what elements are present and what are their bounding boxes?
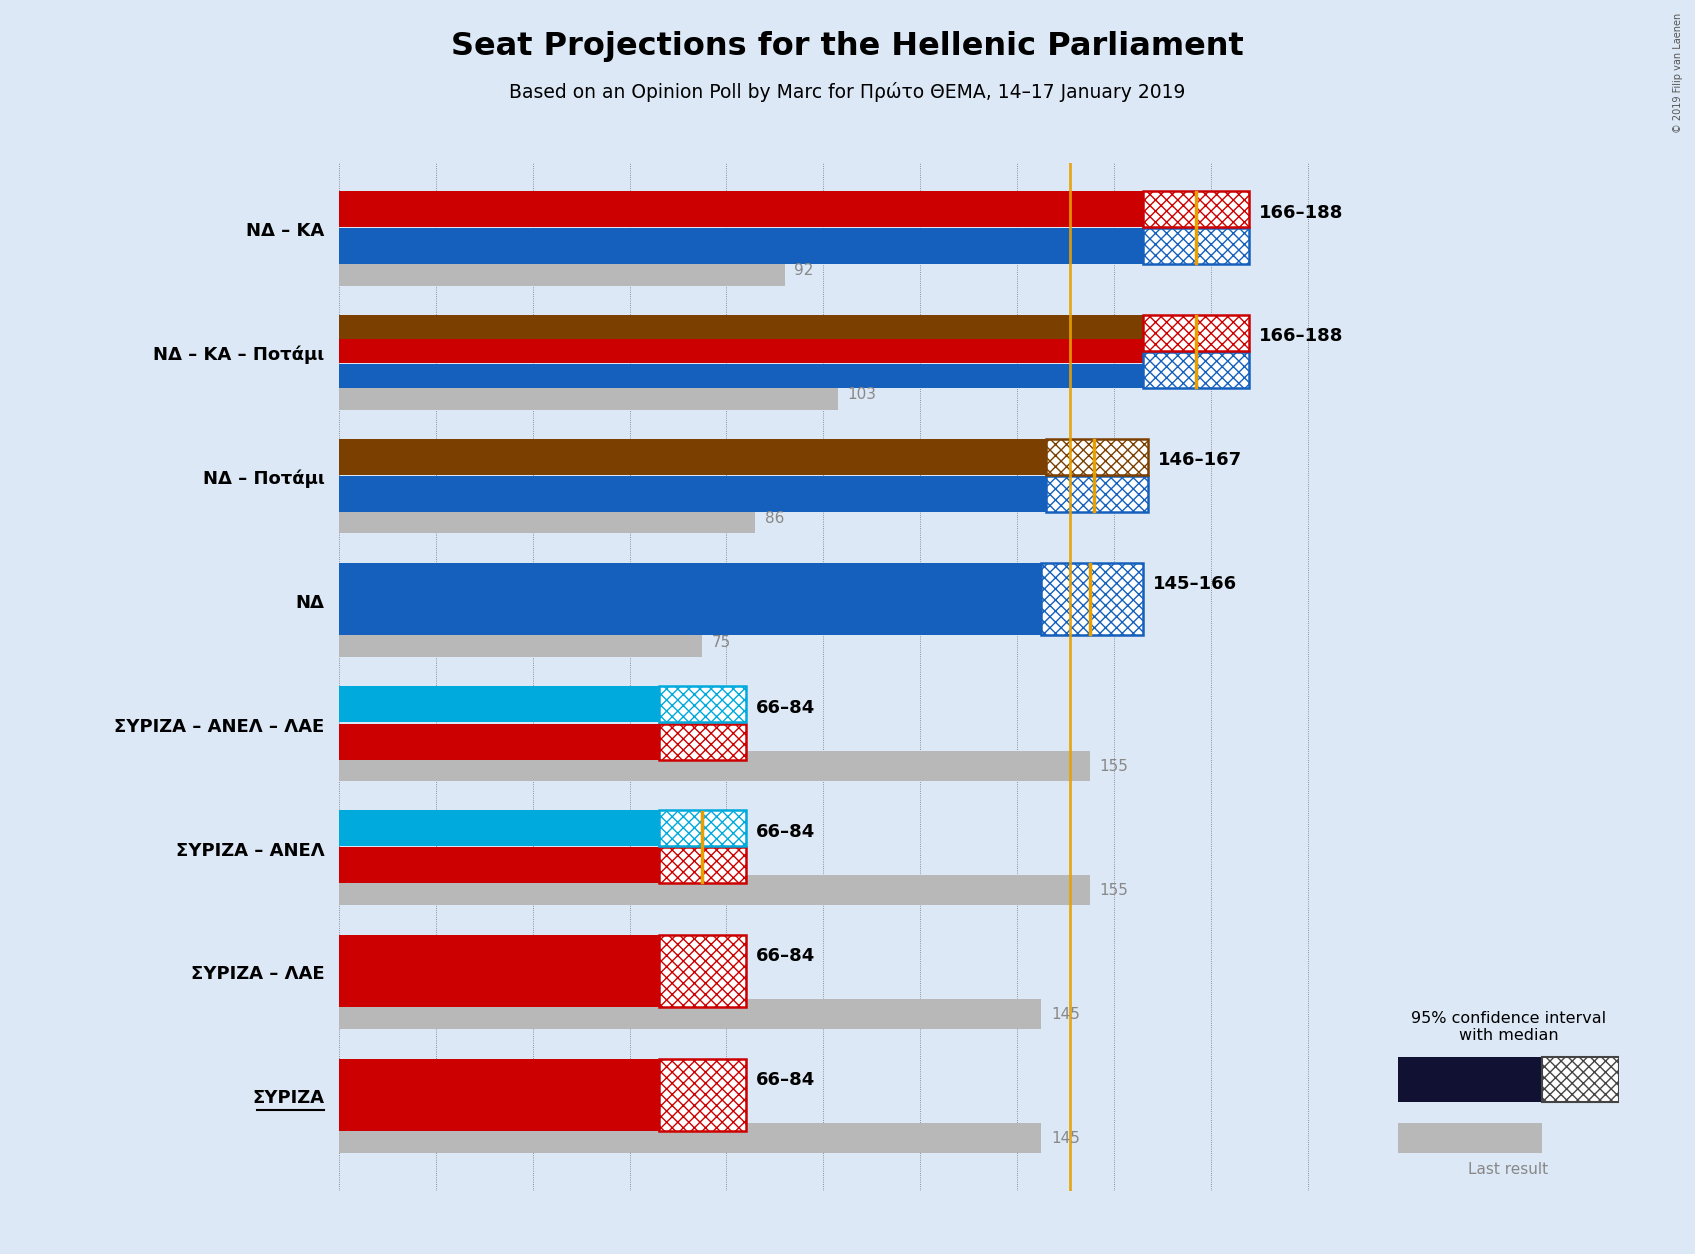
Text: 66–84: 66–84 bbox=[756, 700, 815, 717]
Bar bbox=[1142, 352, 1249, 387]
Text: 145: 145 bbox=[1051, 1007, 1080, 1022]
Bar bbox=[339, 848, 659, 884]
Text: Last result: Last result bbox=[1468, 1162, 1549, 1178]
Bar bbox=[1142, 191, 1249, 227]
Bar bbox=[339, 340, 1142, 364]
Bar bbox=[1142, 228, 1249, 265]
Bar bbox=[1041, 563, 1142, 636]
Bar bbox=[339, 191, 1142, 227]
Text: © 2019 Filip van Laenen: © 2019 Filip van Laenen bbox=[1673, 13, 1683, 133]
Text: 155: 155 bbox=[1100, 759, 1129, 774]
Text: 66–84: 66–84 bbox=[756, 947, 815, 964]
Text: 103: 103 bbox=[848, 387, 876, 403]
Bar bbox=[339, 256, 785, 286]
Bar bbox=[339, 439, 1046, 475]
Bar bbox=[1398, 1124, 1542, 1152]
Text: 145–166: 145–166 bbox=[1153, 576, 1237, 593]
Bar bbox=[659, 724, 746, 760]
Bar bbox=[339, 380, 837, 410]
Bar bbox=[339, 686, 659, 722]
Bar bbox=[339, 751, 1090, 781]
Bar bbox=[339, 563, 1041, 636]
Bar bbox=[339, 934, 659, 1007]
Bar bbox=[339, 999, 1041, 1030]
Bar bbox=[339, 627, 702, 657]
Text: ΣΥΡΙΖΑ: ΣΥΡΙΖΑ bbox=[253, 1090, 324, 1107]
Text: ΝΔ – ΚΑ – Ποτάμι: ΝΔ – ΚΑ – Ποτάμι bbox=[153, 346, 324, 365]
Bar bbox=[1398, 1057, 1542, 1102]
Bar bbox=[339, 364, 1142, 389]
Text: Based on an Opinion Poll by Marc for Πρώτο ΘΕΜΑ, 14–17 January 2019: Based on an Opinion Poll by Marc for Πρώ… bbox=[508, 82, 1186, 102]
Text: 66–84: 66–84 bbox=[756, 1071, 815, 1088]
Bar bbox=[339, 504, 756, 533]
Text: ΝΔ – Ποτάμι: ΝΔ – Ποτάμι bbox=[203, 470, 324, 488]
Bar bbox=[339, 475, 1046, 512]
Bar bbox=[339, 810, 659, 846]
Bar bbox=[1142, 315, 1249, 351]
Text: ΝΔ – ΚΑ: ΝΔ – ΚΑ bbox=[246, 222, 324, 241]
Bar bbox=[659, 848, 746, 884]
Text: 166–188: 166–188 bbox=[1259, 327, 1344, 345]
Text: 75: 75 bbox=[712, 635, 731, 650]
Bar bbox=[339, 315, 1142, 339]
Text: ΝΔ: ΝΔ bbox=[295, 594, 324, 612]
Text: Seat Projections for the Hellenic Parliament: Seat Projections for the Hellenic Parlia… bbox=[451, 31, 1244, 63]
Text: 92: 92 bbox=[795, 263, 814, 278]
Text: 146–167: 146–167 bbox=[1158, 451, 1241, 469]
Bar bbox=[339, 875, 1090, 905]
Bar bbox=[659, 1058, 746, 1131]
Text: ΣΥΡΙΖΑ – ΛΑΕ: ΣΥΡΙΖΑ – ΛΑΕ bbox=[192, 966, 324, 983]
Text: 166–188: 166–188 bbox=[1259, 203, 1344, 222]
Bar bbox=[1542, 1057, 1619, 1102]
Text: 155: 155 bbox=[1100, 883, 1129, 898]
Text: 86: 86 bbox=[764, 512, 785, 527]
Text: ΣΥΡΙΖΑ – ΑΝΕΛ: ΣΥΡΙΖΑ – ΑΝΕΛ bbox=[176, 841, 324, 859]
Text: 145: 145 bbox=[1051, 1131, 1080, 1145]
Bar bbox=[339, 724, 659, 760]
Bar bbox=[1046, 439, 1148, 475]
Text: ΣΥΡΙΖΑ – ΑΝΕΛ – ΛΑΕ: ΣΥΡΙΖΑ – ΑΝΕΛ – ΛΑΕ bbox=[114, 717, 324, 736]
Bar bbox=[1046, 475, 1148, 512]
Text: 95% confidence interval
with median: 95% confidence interval with median bbox=[1410, 1011, 1607, 1043]
Bar bbox=[339, 228, 1142, 265]
Bar bbox=[659, 810, 746, 846]
Bar bbox=[659, 686, 746, 722]
Bar bbox=[339, 1124, 1041, 1152]
Text: 66–84: 66–84 bbox=[756, 823, 815, 841]
Bar bbox=[659, 934, 746, 1007]
Bar bbox=[339, 1058, 659, 1131]
